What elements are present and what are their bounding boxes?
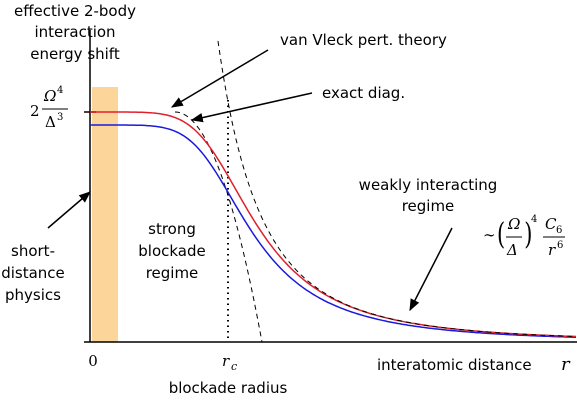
- svg-text:): ): [524, 217, 532, 252]
- arrow: [47, 191, 91, 229]
- x-label: interatomic distance: [377, 356, 532, 374]
- svg-text:2: 2: [30, 102, 40, 120]
- svg-text:Ω: Ω: [43, 87, 56, 105]
- annotation: exact diag.: [322, 84, 405, 102]
- annotation: regime: [402, 197, 455, 215]
- annotation: regime: [146, 264, 199, 282]
- annotation: weakly interacting: [359, 176, 498, 194]
- vdw-curve: [217, 41, 577, 337]
- arrow: [170, 49, 269, 108]
- annotation: short-: [11, 242, 55, 260]
- formula: ∼ ( Ω Δ ) 4 C 6 r 6: [483, 214, 565, 259]
- svg-text:∼: ∼: [483, 226, 496, 244]
- svg-text:6: 6: [556, 225, 562, 236]
- annotation: van Vleck pert. theory: [280, 31, 447, 49]
- x-label-var: r: [561, 354, 571, 375]
- annotation: distance: [1, 264, 65, 282]
- x-annotation: blockade radius: [169, 379, 288, 397]
- y-label: effective 2-body: [14, 2, 136, 20]
- rc-base: r: [222, 352, 230, 370]
- perturbative-curve: [90, 111, 577, 338]
- y-label: energy shift: [30, 45, 120, 63]
- svg-text:C: C: [545, 215, 557, 233]
- short-expansion: [174, 111, 263, 343]
- annotation: blockade: [138, 242, 205, 260]
- arrow: [409, 227, 453, 312]
- exact-curve: [90, 124, 577, 339]
- y-value: 2 Ω 4 Δ 3: [30, 85, 68, 131]
- arrow: [190, 92, 313, 123]
- svg-text:Δ: Δ: [45, 113, 56, 131]
- svg-text:r: r: [548, 241, 556, 259]
- svg-text:3: 3: [57, 112, 63, 123]
- x-origin: 0: [88, 352, 98, 370]
- short-range-band: [92, 87, 118, 342]
- svg-text:4: 4: [531, 214, 537, 225]
- svg-text:Ω: Ω: [507, 215, 520, 233]
- y-label: interaction: [34, 23, 115, 41]
- svg-text:4: 4: [57, 85, 63, 96]
- svg-text:(: (: [497, 217, 505, 252]
- annotation: strong: [148, 220, 196, 238]
- svg-text:6: 6: [557, 240, 563, 251]
- svg-text:Δ: Δ: [506, 241, 518, 259]
- annotation: physics: [5, 286, 61, 304]
- rc-sub: c: [231, 360, 237, 373]
